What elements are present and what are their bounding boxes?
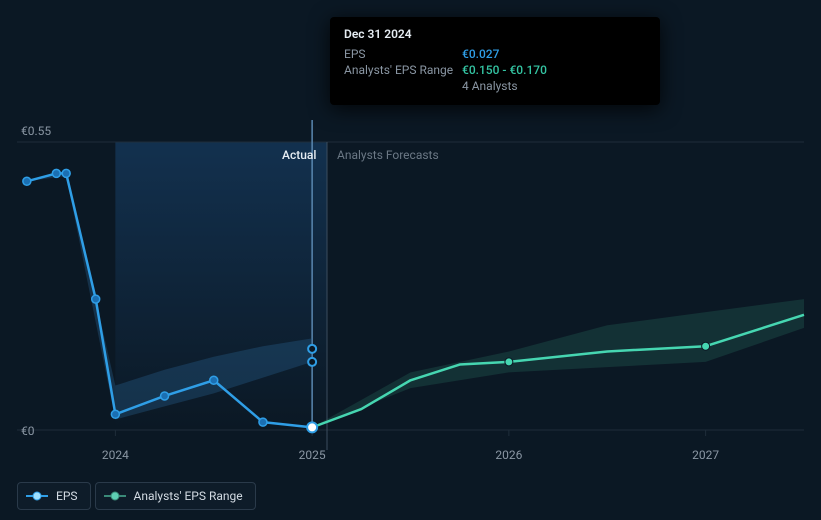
tooltip-analyst-count: 4 Analysts <box>462 79 646 93</box>
y-axis-max-label: €0.55 <box>21 124 51 138</box>
x-tick: 2025 <box>299 448 326 462</box>
legend-item-range[interactable]: Analysts' EPS Range <box>95 482 256 510</box>
legend-label: EPS <box>56 489 78 503</box>
section-label-actual: Actual <box>282 148 316 162</box>
hover-tooltip: Dec 31 2024 EPS €0.027 Analysts' EPS Ran… <box>330 17 660 105</box>
tooltip-val-eps: €0.027 <box>462 47 499 61</box>
x-tick: 2027 <box>692 448 719 462</box>
y-axis-min-label: €0 <box>21 424 35 438</box>
eps-chart[interactable]: €0.55 €0 Actual Analysts Forecasts 2024 2… <box>0 0 821 520</box>
legend-swatch-eps <box>26 491 48 501</box>
legend-swatch-range <box>104 491 126 501</box>
legend-label: Analysts' EPS Range <box>134 489 243 503</box>
tooltip-date: Dec 31 2024 <box>344 27 646 41</box>
x-tick: 2024 <box>102 448 129 462</box>
legend: EPS Analysts' EPS Range <box>17 482 256 510</box>
legend-item-eps[interactable]: EPS <box>17 482 91 510</box>
x-tick: 2026 <box>495 448 522 462</box>
section-label-forecast: Analysts Forecasts <box>337 148 439 162</box>
tooltip-val-range: €0.150 - €0.170 <box>462 63 547 77</box>
tooltip-key-range: Analysts' EPS Range <box>344 63 462 77</box>
tooltip-key-eps: EPS <box>344 47 462 61</box>
